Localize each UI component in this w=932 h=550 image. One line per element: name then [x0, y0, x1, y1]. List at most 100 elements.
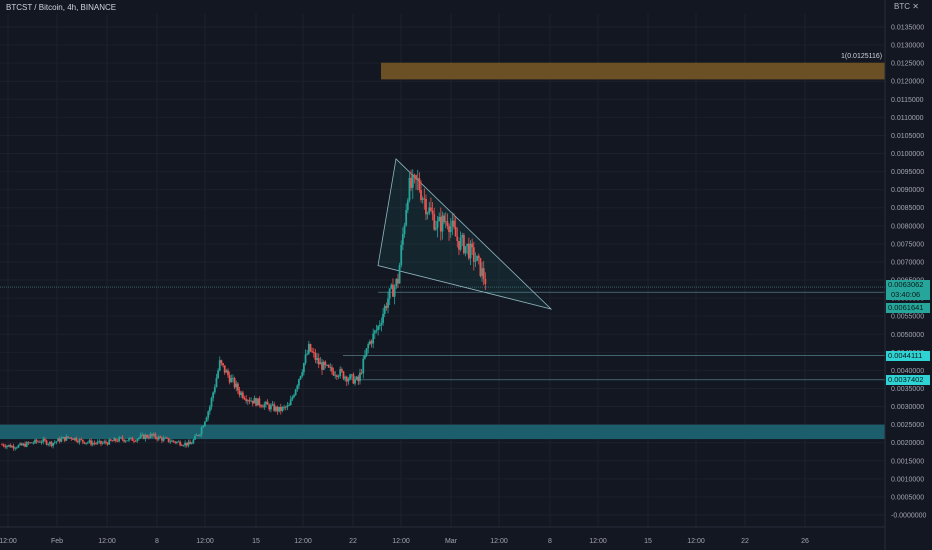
candle-body — [469, 243, 472, 259]
candle-body — [75, 437, 78, 442]
candle-body — [1, 444, 3, 446]
candle-body — [17, 445, 20, 448]
candle-body — [101, 442, 104, 444]
candle-body — [171, 440, 173, 442]
candle-body — [474, 260, 477, 262]
candle-body — [481, 268, 483, 276]
candle-body — [298, 379, 300, 386]
candle-body — [327, 364, 330, 368]
candle-body — [456, 236, 459, 242]
last-price-tag: 0.0063062 — [886, 280, 930, 291]
candle-body — [62, 437, 64, 439]
candle-body — [467, 243, 470, 259]
candle-body — [433, 214, 436, 230]
candle-body — [53, 442, 56, 444]
candle-body — [182, 445, 185, 447]
x-tick-label: 12:00 — [294, 538, 312, 545]
candle-body — [441, 215, 444, 232]
candle-body — [146, 435, 149, 438]
candle-body — [240, 392, 243, 395]
candle-body — [103, 441, 106, 443]
x-tick-label: 12:00 — [0, 538, 17, 545]
candle-body — [22, 443, 25, 446]
candle-body — [114, 438, 117, 441]
candle-body — [161, 437, 163, 441]
candle-body — [81, 439, 84, 442]
candle-body — [335, 375, 338, 377]
candle-body — [365, 348, 368, 356]
candle-body — [296, 385, 299, 390]
candle-body — [278, 406, 281, 412]
candle-body — [189, 441, 191, 445]
candle-body — [350, 374, 353, 376]
candle-body — [253, 398, 256, 404]
candle-body — [128, 438, 130, 441]
candle-body — [233, 378, 236, 388]
candle-body — [83, 441, 86, 444]
candle-body — [377, 326, 380, 330]
candle-body — [208, 406, 211, 412]
candle-body — [355, 376, 358, 380]
candle-body — [35, 439, 38, 442]
candle-body — [397, 278, 399, 284]
candle-body — [405, 210, 408, 226]
candle-body — [207, 411, 210, 418]
candle-body — [269, 405, 272, 410]
candle-body — [339, 369, 342, 377]
candle-body — [134, 440, 137, 442]
y-tick-label: 0.0095000 — [891, 169, 924, 176]
candle-body — [294, 389, 297, 396]
candle-body — [156, 437, 158, 440]
candle-body — [281, 407, 284, 411]
candle-body — [230, 378, 233, 383]
candle-body — [436, 221, 439, 228]
candle-body — [426, 213, 429, 215]
candle-body — [76, 441, 79, 443]
candle-body — [72, 438, 74, 440]
bar-countdown: 03:40:06 — [886, 290, 930, 301]
candle-body — [34, 439, 36, 443]
candle-body — [27, 442, 30, 444]
candle-body — [403, 225, 406, 234]
candle-body — [421, 198, 424, 200]
candle-body — [314, 352, 317, 360]
y-tick-label: 0.0125000 — [891, 61, 924, 68]
candle-body — [375, 329, 378, 331]
y-tick-label: 0.0100000 — [891, 151, 924, 158]
candle-body — [200, 427, 203, 435]
candle-body — [88, 440, 91, 443]
candle-body — [25, 442, 28, 447]
candle-body — [304, 354, 307, 364]
x-tick-label: Feb — [51, 538, 63, 545]
candle-body — [225, 370, 228, 373]
candle-body — [321, 362, 323, 370]
candle-body — [420, 190, 422, 200]
candle-body — [357, 376, 360, 382]
candle-body — [124, 440, 127, 442]
candle-body — [284, 406, 287, 408]
candle-body — [68, 437, 71, 439]
candle-body — [352, 374, 355, 384]
candle-body — [484, 278, 487, 284]
candle-body — [273, 404, 276, 411]
candle-body — [299, 376, 302, 380]
candle-body — [448, 226, 450, 233]
settings-icon[interactable]: ✕ — [912, 2, 919, 11]
candle-body — [444, 221, 447, 223]
candle-body — [398, 265, 401, 284]
candle-body — [378, 325, 381, 327]
candle-body — [364, 355, 366, 359]
x-tick-label: 15 — [644, 538, 652, 545]
candle-body — [91, 442, 94, 445]
axis-unit[interactable]: BTC ✕ — [894, 2, 919, 11]
candle-body — [477, 255, 480, 258]
candle-body — [246, 400, 249, 402]
candle-body — [164, 437, 167, 439]
candle-body — [406, 200, 409, 211]
candle-body — [241, 392, 244, 398]
candle-body — [14, 447, 17, 449]
candle-body — [138, 437, 140, 439]
candle-body — [283, 406, 285, 408]
candle-body — [9, 444, 12, 448]
